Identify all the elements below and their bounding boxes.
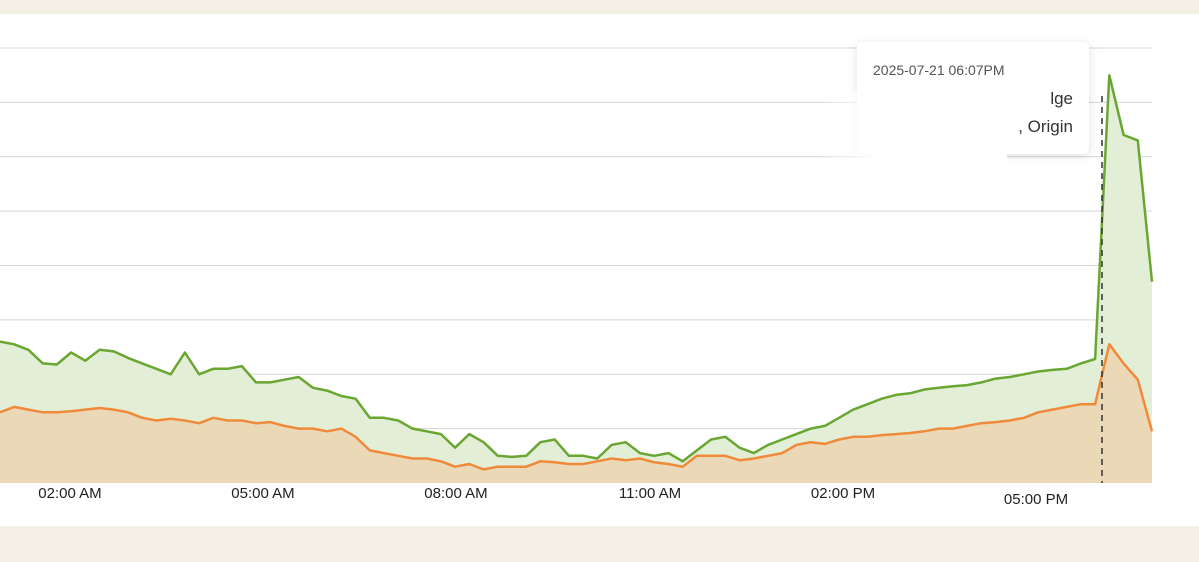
x-tick-label: 05:00 AM xyxy=(231,485,294,502)
x-tick-label: 02:00 PM xyxy=(811,485,875,502)
x-tick-label: 08:00 AM xyxy=(424,485,487,502)
x-axis-ticks: 02:00 AM 05:00 AM 08:00 AM 11:00 AM 02:00 PM… xyxy=(38,485,1068,508)
series-lines xyxy=(0,73,1154,471)
x-tick-label: 11:00 AM xyxy=(619,485,681,502)
hover-tooltip: 2025-07-21 06:07PM lge , Origin xyxy=(817,42,1089,162)
tooltip-series-edge: lge xyxy=(1050,89,1073,108)
series-line-1 xyxy=(0,343,1154,471)
tooltip-series-origin: , Origin xyxy=(1018,117,1073,136)
tooltip-blur-overlay xyxy=(817,92,1007,162)
series-line-0 xyxy=(0,73,1154,463)
x-tick-label: 05:00 PM xyxy=(1004,491,1068,508)
series-area-1 xyxy=(0,344,1152,483)
top-background xyxy=(0,0,1199,14)
series-area-0 xyxy=(0,75,1152,483)
series-areas xyxy=(0,75,1152,483)
x-tick-label: 02:00 AM xyxy=(38,485,101,502)
tooltip-timestamp: 2025-07-21 06:07PM xyxy=(873,62,1005,78)
